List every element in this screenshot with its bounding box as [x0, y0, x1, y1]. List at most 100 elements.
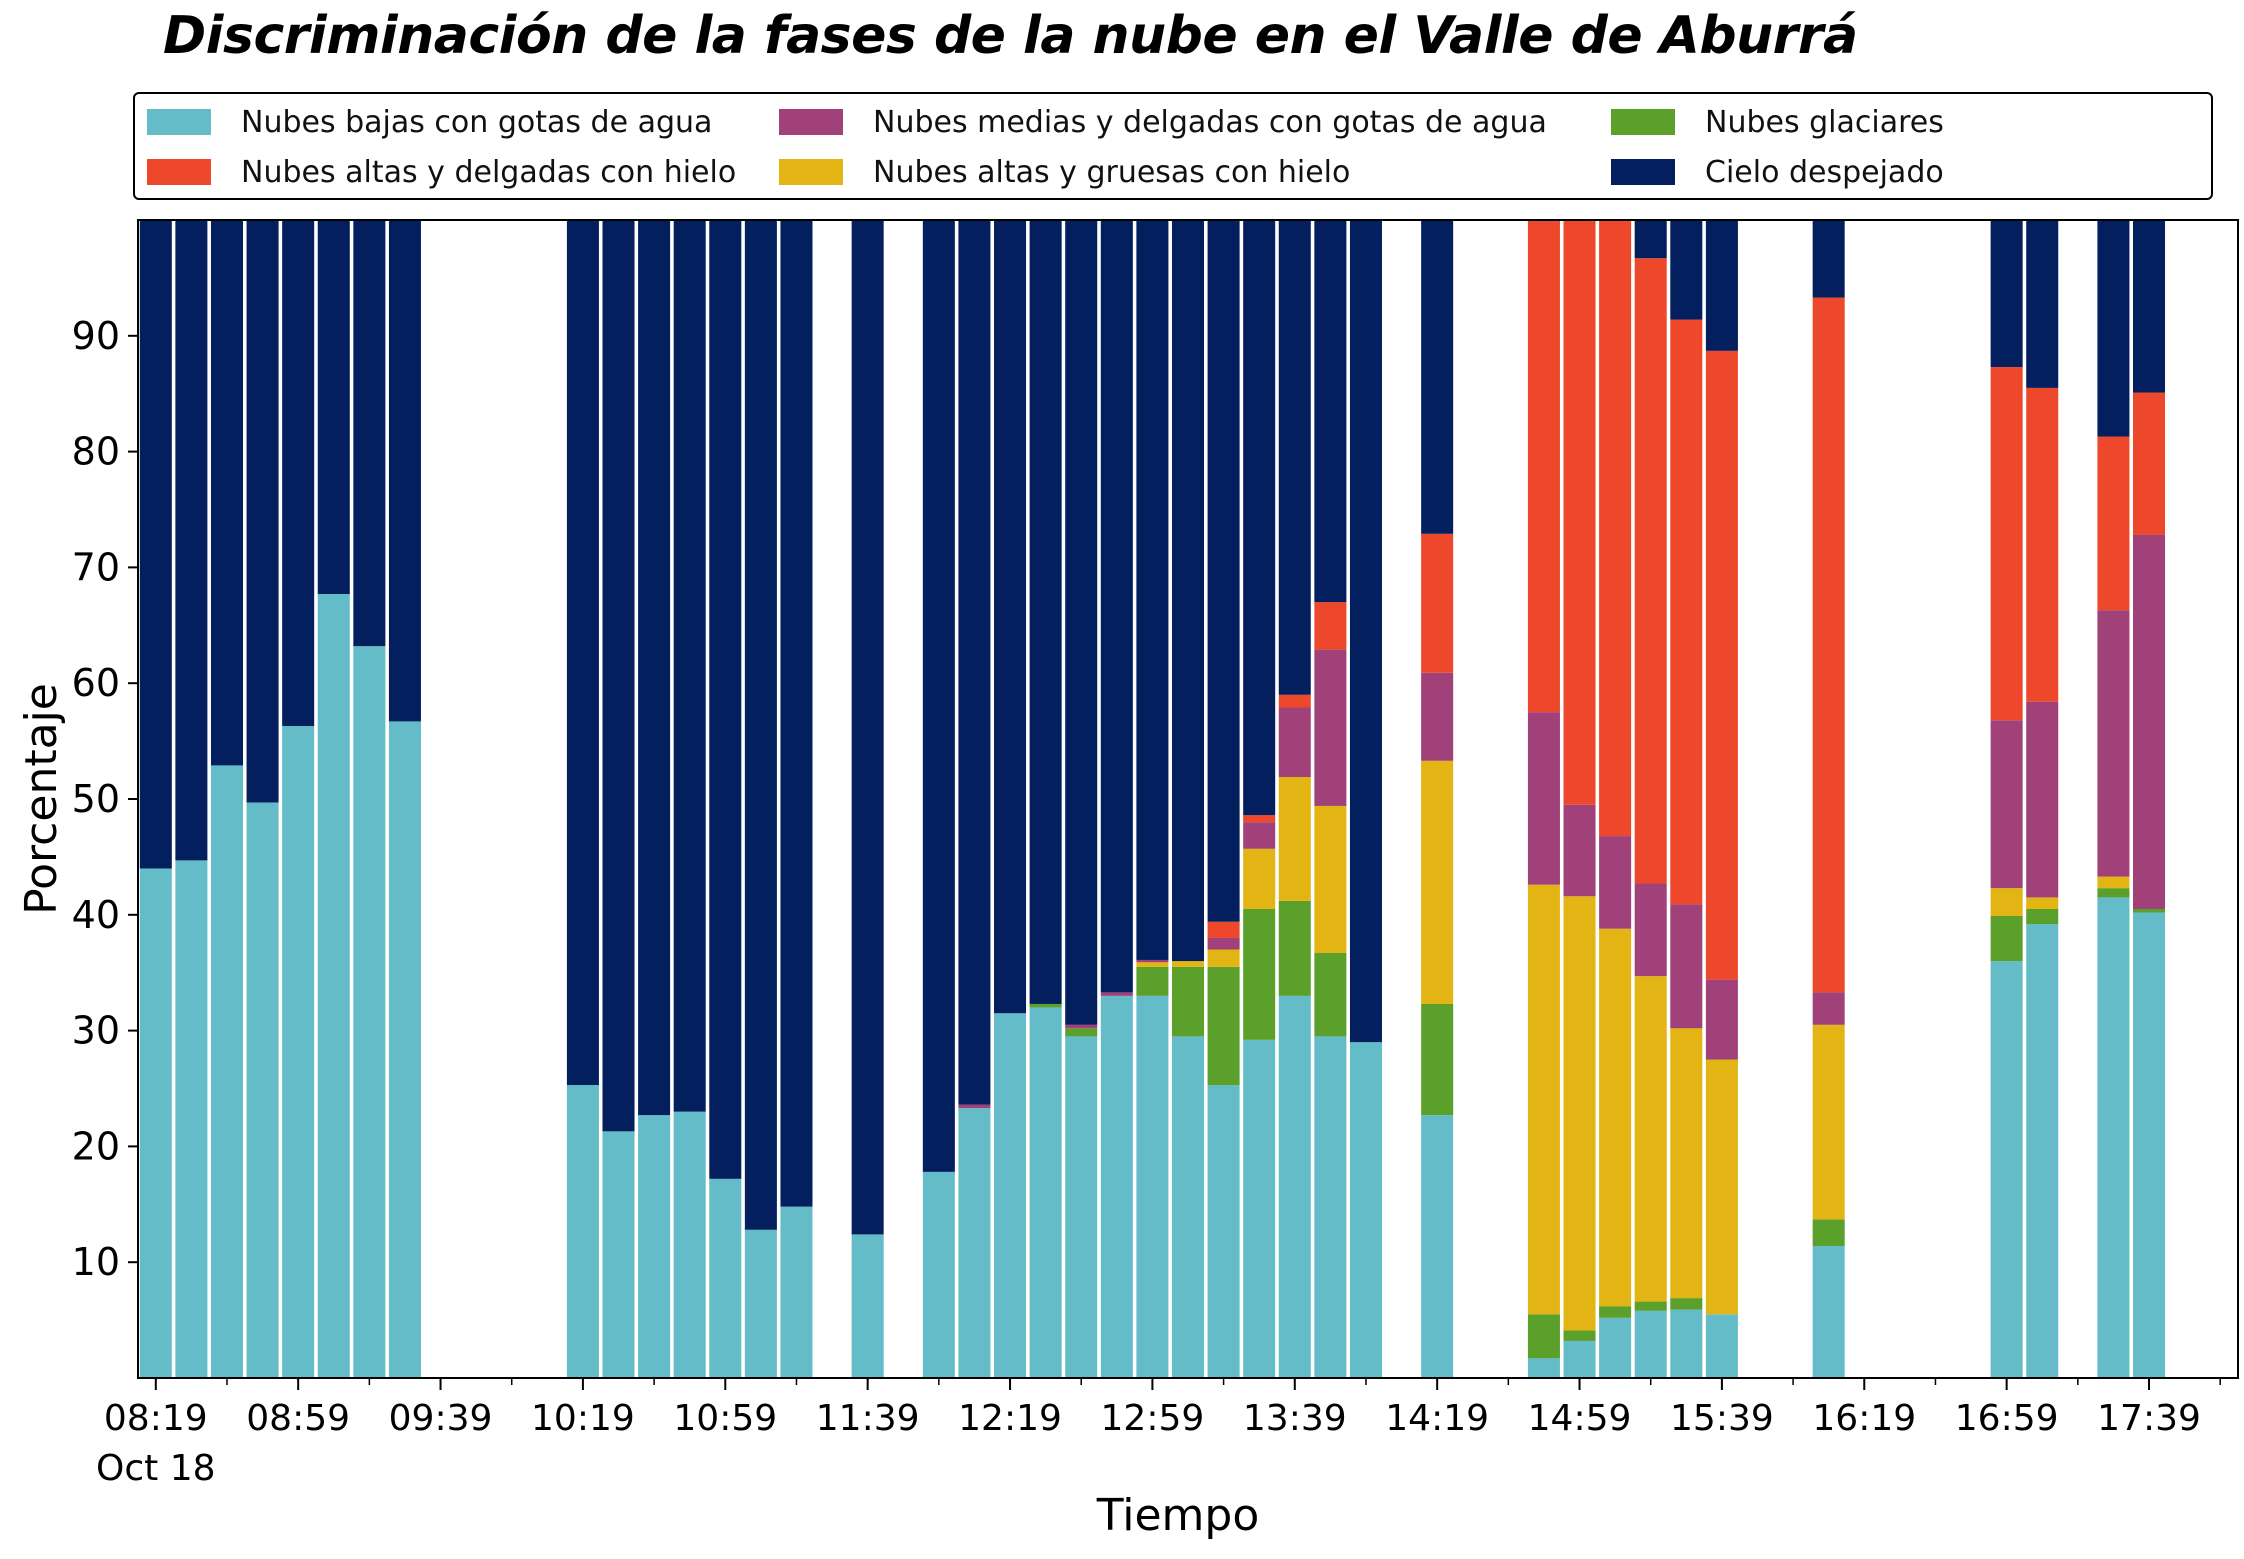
- bar-segment: [1527, 1358, 1560, 1378]
- bar-segment: [1314, 1036, 1347, 1378]
- legend-swatch: [1611, 109, 1675, 135]
- y-tick-label: 80: [72, 430, 120, 474]
- bar-segment: [1563, 220, 1596, 805]
- legend-item: Nubes altas y gruesas con hielo: [779, 150, 1350, 194]
- bar-segment: [1065, 1036, 1098, 1378]
- bar-segment: [1990, 888, 2023, 916]
- bar-segment: [1599, 928, 1632, 1307]
- y-tick-label: 50: [72, 777, 120, 821]
- bar-segment: [2097, 897, 2130, 1378]
- bar-segment: [1029, 1007, 1062, 1378]
- y-tick-label: 20: [72, 1124, 120, 1168]
- x-tick-label: 08:59: [246, 1398, 350, 1439]
- bar-segment: [2026, 701, 2059, 898]
- bar-segment: [1136, 995, 1169, 1378]
- bar-segment: [2097, 220, 2130, 437]
- bar-segment: [1278, 694, 1311, 708]
- bar-segment: [1349, 220, 1382, 1043]
- bar-segment: [2097, 888, 2130, 898]
- bar-segment: [1314, 649, 1347, 806]
- bar-segment: [958, 1108, 991, 1378]
- bar-segment: [1812, 1219, 1845, 1246]
- bar-segment: [1527, 1314, 1560, 1359]
- bar-segment: [1314, 220, 1347, 603]
- bar-segment: [2026, 924, 2059, 1378]
- bar-segment: [1670, 220, 1703, 320]
- x-tick-label: 10:59: [673, 1398, 777, 1439]
- bar-segment: [1990, 915, 2023, 962]
- bar-segment: [2133, 909, 2166, 913]
- bar-segment: [2133, 534, 2166, 910]
- bar-segment: [353, 646, 386, 1378]
- legend-swatch: [779, 109, 843, 135]
- bar-segment: [1243, 220, 1276, 816]
- bar-segment: [1243, 822, 1276, 849]
- bar-segment: [2026, 897, 2059, 910]
- bar-segment: [1563, 1340, 1596, 1378]
- bar-segment: [317, 220, 350, 595]
- bar-segment: [1136, 959, 1169, 963]
- bar-segment: [1527, 221, 1560, 713]
- bar-segment: [1527, 712, 1560, 885]
- bar-segment: [175, 860, 208, 1378]
- bar-segment: [1243, 909, 1276, 1040]
- bar-segment: [1029, 220, 1062, 1004]
- legend-swatch: [1611, 159, 1675, 185]
- bar-segment: [638, 220, 671, 1116]
- bar-segment: [1207, 1085, 1240, 1378]
- legend-item: Nubes altas y delgadas con hielo: [147, 150, 736, 194]
- bar-segment: [1243, 815, 1276, 823]
- bar-segment: [388, 721, 421, 1378]
- bar-segment: [1314, 805, 1347, 954]
- bar-segment: [1136, 220, 1169, 960]
- bar-segment: [282, 220, 315, 727]
- y-tick-label: 60: [72, 661, 120, 705]
- bar-segment: [1421, 1003, 1454, 1116]
- bar-segment: [2026, 220, 2059, 388]
- bar-segment: [1421, 533, 1454, 673]
- bar-segment: [780, 1206, 813, 1378]
- bar-segment: [1634, 883, 1667, 977]
- bar-segment: [1990, 720, 2023, 889]
- bar-segment: [2026, 909, 2059, 925]
- y-tick-label: 30: [72, 1009, 120, 1053]
- bar-segment: [1634, 1310, 1667, 1378]
- bar-segment: [1136, 966, 1169, 996]
- bar-segment: [1243, 1039, 1276, 1378]
- bar-segment: [1705, 1314, 1738, 1378]
- bar-segment: [1314, 953, 1347, 1037]
- bar-segment: [851, 1234, 884, 1378]
- x-axis-label: Tiempo: [1096, 1490, 1260, 1541]
- x-tick-label: 09:39: [389, 1398, 493, 1439]
- bar-segment: [1527, 884, 1560, 1315]
- legend-item: Nubes bajas con gotas de agua: [147, 100, 712, 144]
- x-tick-label: 10:19: [531, 1398, 635, 1439]
- bar-segment: [1563, 1330, 1596, 1341]
- bar-segment: [1314, 602, 1347, 650]
- bar-segment: [1599, 220, 1632, 837]
- bar-segment: [1278, 900, 1311, 996]
- bar-segment: [744, 1229, 777, 1378]
- bar-segment: [1029, 1003, 1062, 1008]
- bar-segment: [2026, 387, 2059, 702]
- legend-label: Nubes bajas con gotas de agua: [241, 104, 713, 140]
- y-tick-label: 90: [72, 314, 120, 358]
- x-tick-label: 14:19: [1385, 1398, 1489, 1439]
- legend-label: Nubes altas y gruesas con hielo: [873, 154, 1351, 190]
- legend-item: Cielo despejado: [1611, 150, 1944, 194]
- legend-label: Nubes glaciares: [1705, 104, 1944, 140]
- bar-segment: [2097, 436, 2130, 611]
- bar-segment: [994, 220, 1027, 1014]
- bar-segment: [1599, 1317, 1632, 1378]
- x-tick-label: 14:59: [1528, 1398, 1632, 1439]
- legend-label: Cielo despejado: [1705, 154, 1944, 190]
- bar-segment: [673, 1111, 706, 1378]
- bar-segment: [1065, 1024, 1098, 1029]
- bar-segment: [1705, 979, 1738, 1060]
- bar-segment: [210, 765, 243, 1378]
- bar-segment: [1634, 1301, 1667, 1311]
- bar-segment: [353, 220, 386, 647]
- bar-segment: [1812, 297, 1845, 993]
